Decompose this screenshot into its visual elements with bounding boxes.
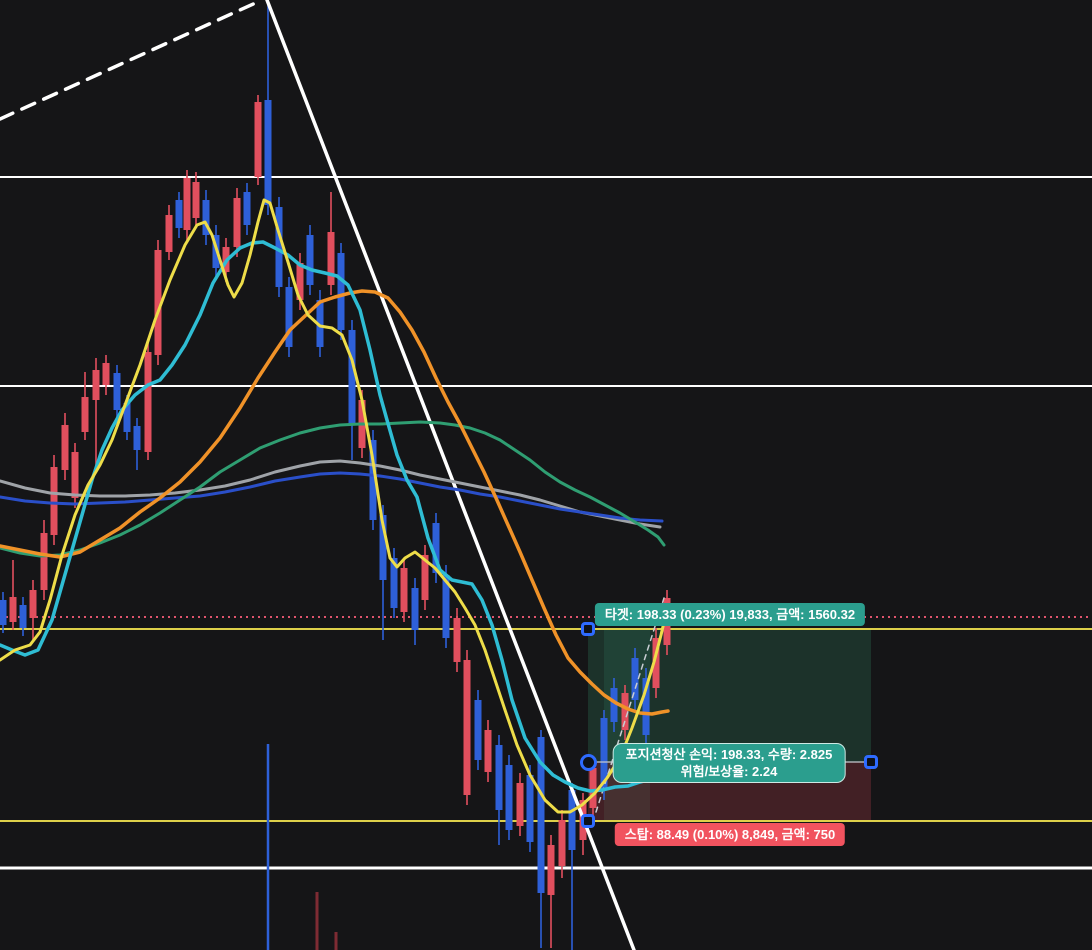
candles-layer: [0, 0, 671, 950]
ma-blue: [0, 471, 664, 523]
position-pnl-line1: 포지션청산 손익: 198.33, 수량: 2.825: [625, 747, 833, 762]
ma-yellow: [0, 198, 667, 814]
ma-lines-layer: [0, 198, 670, 814]
position-pnl-label[interactable]: 포지션청산 손익: 198.33, 수량: 2.825 위험/보상율: 2.24: [612, 743, 846, 783]
position-tool-target-handle[interactable]: [581, 622, 595, 636]
position-tool-stop-handle[interactable]: [581, 814, 595, 828]
trend-line[interactable]: [0, 0, 264, 121]
ma-cyan: [0, 240, 665, 793]
trend-line[interactable]: [595, 597, 665, 813]
trend-line[interactable]: [265, 0, 636, 950]
position-tool-entry-handle[interactable]: [580, 754, 597, 771]
position-tool-zones: [588, 629, 871, 821]
position-tool-right-handle[interactable]: [864, 755, 878, 769]
position-pnl-line2: 위험/보상율: 2.24: [680, 764, 778, 779]
vertical-segments: [266, 744, 338, 950]
ma-orange: [0, 289, 670, 716]
stop-label[interactable]: 스탑: 88.49 (0.10%) 8,849, 금액: 750: [614, 823, 846, 846]
trend-lines: [0, 0, 665, 950]
target-label[interactable]: 타겟: 198.33 (0.23%) 19,833, 금액: 1560.32: [594, 603, 866, 626]
ma-gray: [0, 459, 662, 529]
ma-green: [0, 420, 666, 558]
horizontal-lines: [0, 176, 1092, 870]
